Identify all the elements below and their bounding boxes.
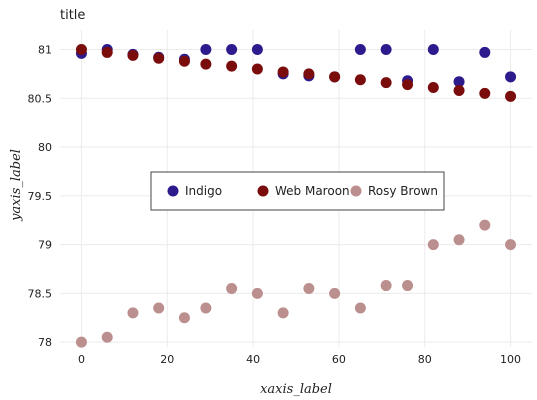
data-point [453,234,465,246]
data-point [427,44,439,56]
x-axis-ticks: 0 20 40 60 80 100 [78,353,521,366]
y-tick-label-3: 79.5 [28,190,53,203]
legend: Indigo Web Maroon Rosy Brown [150,171,445,211]
data-point [380,77,392,89]
data-point [505,90,517,102]
data-point [127,307,139,319]
y-tick-label-6: 81 [38,44,52,57]
legend-label: Rosy Brown [368,184,438,198]
data-point [101,331,113,343]
data-point [277,307,289,319]
data-point [251,287,263,299]
data-point [75,336,87,348]
data-point [153,302,165,314]
y-tick-label-4: 80 [38,141,52,154]
x-tick-label-1: 20 [160,353,174,366]
data-point [479,87,491,99]
chart-title: title [60,8,85,23]
data-point [453,76,465,88]
data-point [226,282,238,294]
legend-marker [350,185,362,197]
data-point [402,280,414,292]
data-points [75,44,517,348]
data-point [427,82,439,94]
series-web-maroon [75,44,517,102]
data-point [75,44,87,56]
y-tick-label-2: 79 [38,239,52,252]
y-axis-ticks: 78 78.5 79 79.5 80 80.5 81 [28,44,53,350]
legend-label: Web Maroon [275,184,350,198]
data-point [329,71,341,83]
data-point [505,239,517,251]
y-axis-label: yaxis_label [9,149,24,222]
data-point [380,280,392,292]
data-point [101,46,113,58]
x-axis-label: xaxis_label [260,382,332,397]
data-point [153,52,165,64]
data-point [354,44,366,56]
x-tick-label-2: 40 [246,353,260,366]
series-indigo [75,44,517,88]
data-point [178,312,190,324]
data-point [226,60,238,72]
data-point [200,44,212,56]
data-point [127,49,139,61]
y-tick-label-1: 78.5 [28,287,53,300]
legend-marker [167,185,179,197]
data-point [303,282,315,294]
data-point [277,66,289,78]
x-tick-label-5: 100 [500,353,521,366]
legend-label: Indigo [185,184,222,198]
data-point [479,46,491,58]
x-tick-label-0: 0 [78,353,85,366]
x-tick-label-3: 60 [332,353,346,366]
data-point [505,71,517,83]
data-point [200,58,212,70]
data-point [178,55,190,67]
data-point [380,44,392,56]
data-point [479,219,491,231]
data-point [251,44,263,56]
x-tick-label-4: 80 [418,353,432,366]
data-point [354,74,366,86]
series-rosy-brown [75,219,517,348]
y-tick-label-0: 78 [38,336,52,349]
data-point [427,239,439,251]
data-point [303,68,315,80]
y-tick-label-5: 80.5 [28,92,53,105]
data-point [226,44,238,56]
legend-box [150,171,445,211]
data-point [200,302,212,314]
data-point [251,63,263,75]
data-point [402,79,414,91]
data-point [453,84,465,96]
data-point [354,302,366,314]
legend-marker [257,185,269,197]
data-point [329,287,341,299]
